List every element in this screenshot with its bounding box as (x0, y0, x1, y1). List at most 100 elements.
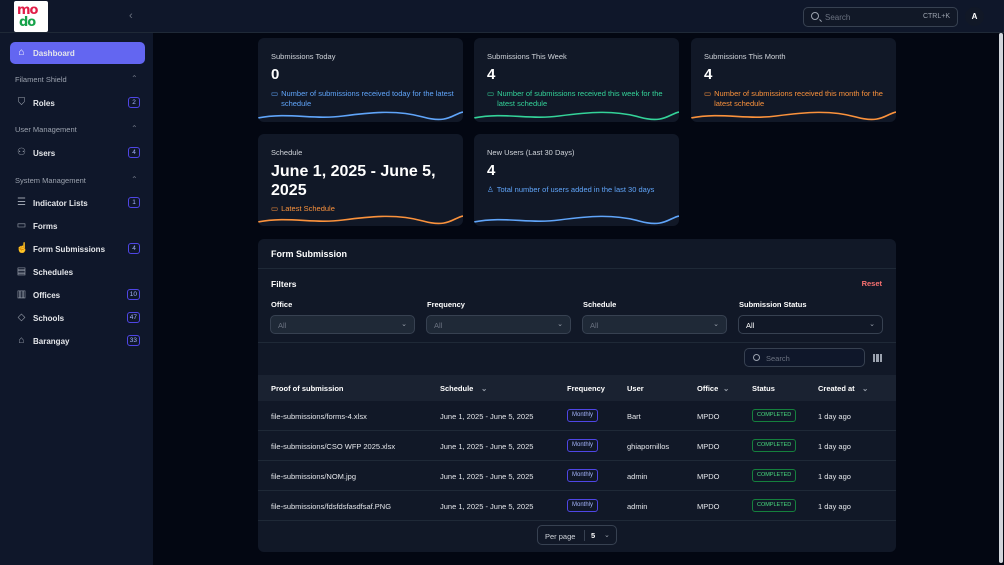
cell-file[interactable]: file-submissions/forms-4.xlsx (271, 412, 367, 421)
sidebar-item-label: Form Submissions (33, 245, 106, 254)
filters-title: Filters (271, 279, 297, 289)
sidebar-item-label: Schedules (33, 268, 74, 277)
column-header-frequency[interactable]: Frequency (567, 384, 605, 393)
collapse-sidebar-icon[interactable]: ‹ (129, 10, 133, 22)
form-submission-panel: Form Submission Filters Reset Office All… (258, 239, 896, 552)
filter-label-schedule: Schedule (583, 300, 617, 309)
hand-icon: ☝ (16, 243, 29, 254)
filter-schedule-select[interactable]: All ⌄ (582, 315, 727, 334)
building-icon: ▥ (16, 289, 27, 300)
user-avatar[interactable]: A (965, 7, 984, 26)
sidebar-group-system-management[interactable]: System Management (15, 176, 86, 185)
column-header-proof[interactable]: Proof of submission (271, 384, 344, 393)
divider (258, 268, 896, 269)
sparkline (474, 111, 679, 121)
chevron-up-icon[interactable]: ⌃ (131, 74, 138, 83)
calendar-icon: ▭ (271, 89, 279, 98)
table-search-placeholder: Search (766, 354, 790, 363)
cell-file[interactable]: file-submissions/CSO WFP 2025.xlsx (271, 442, 396, 451)
brand-logo[interactable]: mo do (14, 1, 48, 32)
sidebar-item-barangay[interactable]: ⌂ Barangay 33 (10, 330, 145, 352)
stat-title: Submissions This Week (487, 52, 567, 61)
sidebar-item-label: Indicator Lists (33, 199, 88, 208)
sidebar-group-filament-shield[interactable]: Filament Shield (15, 75, 67, 84)
stat-card-submissions-today: Submissions Today 0 ▭ Number of submissi… (258, 38, 463, 122)
chevron-up-icon[interactable]: ⌃ (131, 175, 138, 184)
stat-description: ▭ Latest Schedule (271, 204, 335, 214)
chevron-down-icon: ⌄ (869, 321, 875, 328)
stat-description: ▭ Number of submissions received this mo… (704, 89, 889, 109)
sidebar-item-form-submissions[interactable]: ☝ Form Submissions 4 (10, 238, 145, 260)
calendar-icon: ▤ (16, 266, 27, 277)
sidebar-item-schedules[interactable]: ▤ Schedules (10, 261, 145, 283)
filter-label-frequency: Frequency (427, 300, 465, 309)
sparkline (691, 111, 896, 121)
stat-value: 4 (487, 162, 496, 179)
calendar-icon: ▭ (487, 89, 495, 98)
sidebar-item-forms[interactable]: ▭ Forms (10, 215, 145, 237)
scrollbar-thumb[interactable] (999, 33, 1003, 563)
page-scrollbar[interactable] (998, 33, 1004, 565)
filter-label-status: Submission Status (739, 300, 807, 309)
sidebar-item-users[interactable]: ⚇ Users 4 (10, 142, 145, 164)
sidebar-item-schools[interactable]: ◇ Schools 47 (10, 307, 145, 329)
table-row[interactable]: file-submissions/NOM.jpg June 1, 2025 - … (258, 461, 896, 491)
sidebar-item-label: Dashboard (33, 49, 75, 58)
sidebar-item-dashboard[interactable]: ⌂ Dashboard (10, 42, 145, 64)
stat-description: ♙ Total number of users added in the las… (487, 185, 662, 195)
reset-filters-button[interactable]: Reset (861, 279, 882, 288)
column-header-status[interactable]: Status (752, 384, 775, 393)
cell-user: admin (627, 472, 648, 481)
logo-text-bottom: do (19, 15, 36, 30)
frequency-badge: Monthly (567, 499, 599, 512)
column-header-office[interactable]: Office (697, 384, 719, 393)
sidebar-group-user-management[interactable]: User Management (15, 125, 77, 134)
sidebar-item-offices[interactable]: ▥ Offices 10 (10, 284, 145, 306)
chevron-down-icon[interactable]: ⌄ (862, 384, 869, 393)
stat-card-submissions-week: Submissions This Week 4 ▭ Number of subm… (474, 38, 679, 122)
sidebar-item-label: Roles (33, 99, 55, 108)
stat-description-text: Total number of users added in the last … (496, 185, 655, 194)
per-page-value: 5 (591, 531, 596, 540)
column-header-created[interactable]: Created at (818, 384, 855, 393)
calendar-icon: ▭ (271, 204, 279, 213)
cell-schedule: June 1, 2025 - June 5, 2025 (440, 412, 534, 421)
filter-value: All (434, 321, 443, 330)
sidebar-item-label: Forms (33, 222, 58, 231)
table-search-input[interactable]: Search (744, 348, 865, 367)
sparkline (258, 111, 463, 121)
cell-created: 1 day ago (818, 472, 851, 481)
stat-value: June 1, 2025 - June 5, 2025 (271, 163, 436, 199)
column-header-user[interactable]: User (627, 384, 644, 393)
global-search-input[interactable]: Search CTRL+K (803, 7, 958, 27)
chevron-down-icon: ⌄ (401, 321, 407, 328)
filter-status-select[interactable]: All ⌄ (738, 315, 883, 334)
inbox-icon: ▭ (16, 220, 27, 231)
filter-office-select[interactable]: All ⌄ (270, 315, 415, 334)
logo-text-top: mo (17, 3, 39, 18)
table-row[interactable]: file-submissions/forms-4.xlsx June 1, 20… (258, 401, 896, 431)
cell-file[interactable]: file-submissions/NOM.jpg (271, 472, 357, 481)
sidebar-item-label: Schools (33, 314, 65, 323)
home-icon: ⌂ (18, 47, 25, 58)
search-icon (811, 12, 819, 20)
columns-toggle-icon[interactable] (873, 354, 882, 362)
cell-schedule: June 1, 2025 - June 5, 2025 (440, 502, 534, 511)
cell-schedule: June 1, 2025 - June 5, 2025 (440, 472, 534, 481)
column-header-schedule[interactable]: Schedule (440, 384, 474, 393)
filter-label-office: Office (271, 300, 293, 309)
frequency-badge: Monthly (567, 439, 599, 452)
filter-frequency-select[interactable]: All ⌄ (426, 315, 571, 334)
chevron-down-icon[interactable]: ⌄ (723, 384, 730, 393)
table-row[interactable]: file-submissions/fdsfdsfasdfsaf.PNG June… (258, 491, 896, 521)
sidebar-item-indicator-lists[interactable]: ☰ Indicator Lists 1 (10, 192, 145, 214)
table-row[interactable]: file-submissions/CSO WFP 2025.xlsx June … (258, 431, 896, 461)
sidebar-item-roles[interactable]: ⛉ Roles 2 (10, 92, 145, 114)
table-header: Proof of submission Schedule ⌄ Frequency… (258, 375, 896, 401)
chevron-up-icon[interactable]: ⌃ (131, 124, 138, 133)
cell-file[interactable]: file-submissions/fdsfdsfasdfsaf.PNG (271, 502, 392, 511)
sidebar-badge: 10 (126, 289, 140, 300)
per-page-select[interactable]: Per page 5 ⌄ (537, 525, 617, 545)
stat-description-text: Latest Schedule (281, 204, 335, 213)
chevron-down-icon[interactable]: ⌄ (481, 384, 488, 393)
